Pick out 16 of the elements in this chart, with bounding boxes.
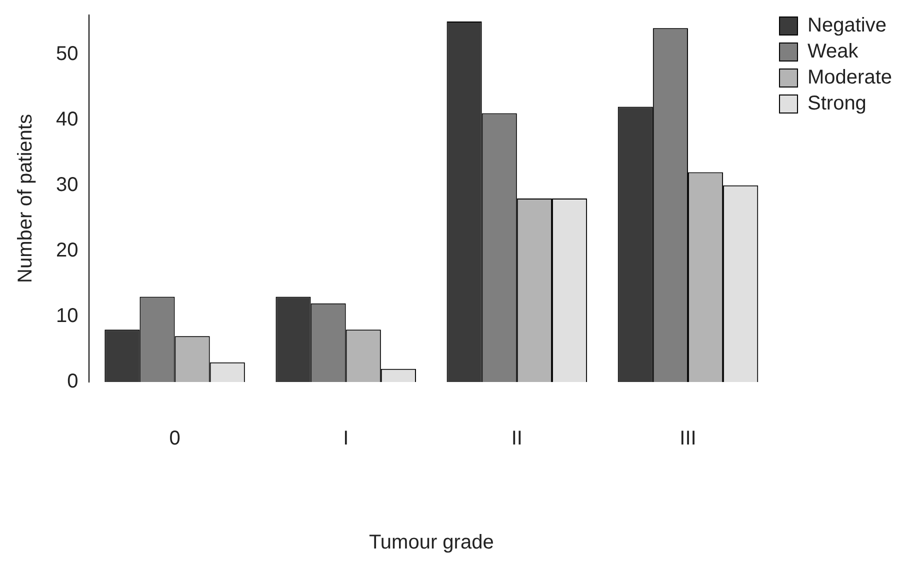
y-tick-label: 10: [56, 304, 78, 327]
y-axis-title: Number of patients: [14, 114, 37, 283]
x-tick-label: 0: [169, 428, 180, 450]
legend-label: Moderate: [808, 66, 892, 89]
y-tick-label: 40: [56, 108, 78, 130]
x-tick-label: II: [511, 428, 522, 450]
legend-label: Weak: [808, 40, 860, 63]
x-tick-label: I: [343, 428, 349, 450]
y-tick-label: 30: [56, 174, 78, 196]
y-tick-label: 0: [67, 370, 78, 393]
y-tick-label: 20: [56, 239, 78, 262]
legend-label: Strong: [808, 92, 866, 115]
x-axis-title: Tumour grade: [368, 532, 494, 554]
legend-label: Negative: [808, 14, 886, 37]
x-tick-label: III: [680, 428, 696, 450]
y-tick-label: 50: [56, 42, 78, 65]
